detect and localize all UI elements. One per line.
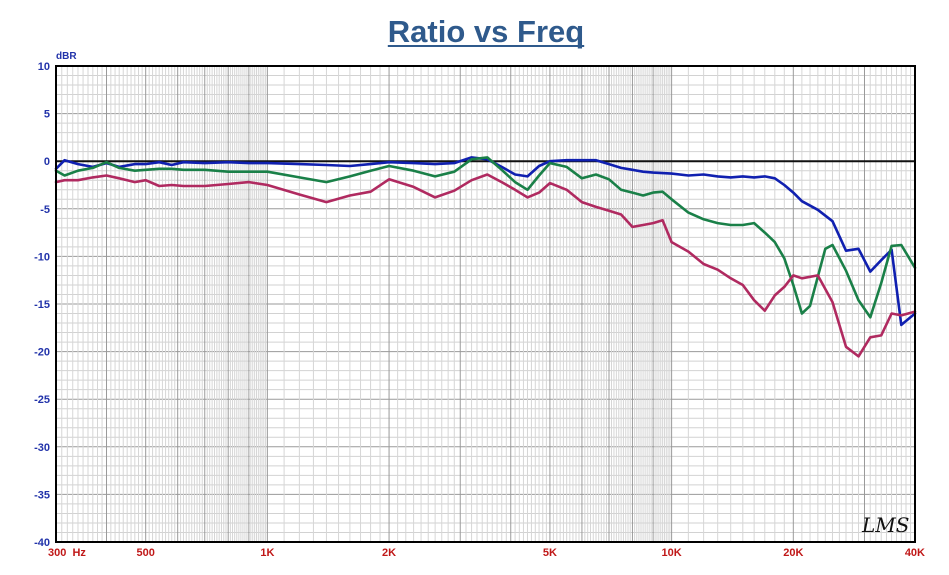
series-line-1 xyxy=(54,156,917,327)
y-tick-label: -30 xyxy=(34,442,50,454)
y-tick-label: 5 xyxy=(44,109,50,121)
x-tick-label: 5K xyxy=(543,547,557,559)
y-tick-label: -10 xyxy=(34,251,50,263)
y-axis-unit: dBR xyxy=(56,51,77,62)
series-line-3 xyxy=(54,173,917,358)
series-group xyxy=(54,156,917,358)
y-tick-label: -40 xyxy=(34,537,50,549)
watermark-logo: LMS xyxy=(861,513,909,537)
y-tick-label: 0 xyxy=(44,156,50,168)
y-axis: 10 5 0 -5 -10 -15 -20 -25 -30 -35 -40 xyxy=(34,61,50,549)
y-tick-label: -25 xyxy=(34,394,50,406)
x-tick-label: 2K xyxy=(382,547,396,559)
y-tick-label: -15 xyxy=(34,299,50,311)
x-tick-label: 1K xyxy=(260,547,274,559)
y-tick-label: -5 xyxy=(40,204,50,216)
plot-frame xyxy=(55,65,916,543)
series-line-2 xyxy=(54,156,917,319)
x-tick-label: 40K xyxy=(905,547,925,559)
chart-title: Ratio vs Freq xyxy=(388,14,584,49)
y-tick-label: 10 xyxy=(38,61,50,73)
x-tick-label: 20K xyxy=(783,547,803,559)
x-tick-label: 500 xyxy=(137,547,155,559)
x-axis: 300 Hz 500 1K 2K 5K 10K 20K 40K xyxy=(48,547,925,559)
y-tick-label: -20 xyxy=(34,347,50,359)
grid xyxy=(56,66,915,542)
x-tick-label: 10K xyxy=(662,547,682,559)
x-tick-label: 300 Hz xyxy=(48,547,86,559)
y-tick-label: -35 xyxy=(34,489,50,501)
